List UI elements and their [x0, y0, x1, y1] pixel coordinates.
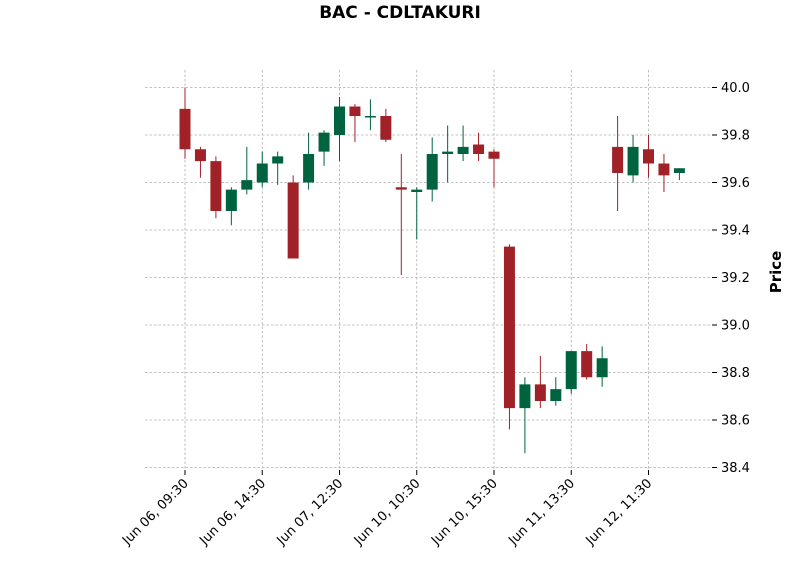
candle — [210, 156, 222, 219]
candle — [596, 346, 608, 387]
y-tick-label: 38.4 — [721, 461, 750, 476]
candle-body-down — [210, 161, 222, 211]
y-tick-label: 39.0 — [721, 319, 750, 334]
candle — [519, 377, 531, 454]
candle-body-up — [318, 132, 330, 152]
y-axis: 38.4 38.6 38.8 39.0 39.2 39.4 39.6 39.8 40.0 — [712, 81, 750, 476]
candle-body-down — [581, 351, 593, 378]
candle-body-up — [303, 154, 315, 183]
candle-body-up — [519, 384, 531, 409]
candle — [349, 104, 361, 143]
candle-body-up — [225, 189, 237, 211]
x-tick-label: Jun 06, 14:30 — [196, 476, 269, 549]
candle-body-down — [194, 149, 206, 162]
candle-body-down — [380, 116, 392, 140]
candle — [627, 135, 639, 183]
candle — [225, 187, 237, 226]
chart-title: BAC - CDLTAKURI — [319, 3, 481, 23]
grid-layer — [145, 70, 712, 470]
candle — [272, 151, 284, 185]
candle-body-down — [179, 108, 191, 150]
candle-body-down — [658, 163, 670, 176]
candle — [426, 137, 438, 202]
candle — [303, 132, 315, 190]
candle-body-up — [673, 168, 685, 173]
candle — [194, 146, 206, 178]
candle — [334, 97, 345, 162]
candle-body-down — [395, 187, 407, 190]
y-tick-label: 40.0 — [721, 81, 750, 96]
candle — [565, 351, 577, 394]
candle-body-up — [596, 358, 608, 378]
candle — [612, 116, 624, 211]
x-tick-label: Jun 10, 15:30 — [428, 476, 501, 549]
candle — [534, 355, 546, 409]
candle-body-up — [442, 151, 454, 154]
candle-body-up — [627, 146, 639, 176]
y-tick-label: 39.2 — [721, 271, 750, 286]
candle-body-down — [287, 182, 299, 259]
x-axis: Jun 06, 09:30 Jun 06, 14:30 Jun 07, 12:30 J… — [119, 470, 655, 549]
candle-body-down — [534, 384, 546, 401]
x-tick-label: Jun 12, 11:30 — [583, 476, 656, 549]
candle — [581, 344, 593, 380]
y-tick-label: 39.4 — [721, 224, 750, 239]
candle — [179, 87, 191, 159]
y-tick-label: 39.8 — [721, 129, 750, 144]
candle-body-up — [550, 389, 562, 401]
y-tick-label: 38.8 — [721, 366, 750, 381]
candle-body-down — [488, 151, 500, 159]
candle-body-up — [334, 106, 345, 135]
candle — [473, 132, 485, 162]
x-tick-label: Jun 10, 10:30 — [351, 476, 424, 549]
candle — [442, 125, 454, 183]
y-tick-label: 39.6 — [721, 176, 750, 191]
x-tick-label: Jun 06, 09:30 — [119, 476, 192, 549]
candle — [380, 108, 392, 143]
candle-body-up — [426, 154, 438, 190]
candle-layer — [179, 87, 685, 454]
candle-body-up — [272, 156, 284, 164]
candle-body-down — [349, 106, 361, 116]
candle — [287, 175, 299, 259]
candle — [395, 154, 407, 276]
candle-body-down — [473, 144, 485, 154]
candle — [256, 151, 268, 188]
y-axis-label: Price — [767, 251, 785, 294]
candle-body-down — [643, 149, 654, 164]
candle — [673, 168, 685, 181]
candle — [643, 135, 654, 178]
candle-body-up — [256, 163, 268, 183]
candle — [488, 149, 500, 188]
x-tick-label: Jun 07, 12:30 — [274, 476, 347, 549]
candle — [457, 125, 469, 162]
y-tick-label: 38.6 — [721, 414, 750, 429]
candle-body-up — [565, 351, 577, 390]
candle-body-up — [241, 180, 253, 190]
candle — [550, 377, 562, 406]
candle-body-down — [503, 246, 515, 409]
candle — [658, 154, 670, 192]
candle — [411, 187, 423, 240]
candle — [241, 146, 253, 195]
candle-body-up — [364, 116, 376, 118]
candle-body-down — [612, 146, 624, 173]
candle-body-up — [457, 146, 469, 154]
candle — [364, 99, 376, 131]
candle-body-up — [411, 189, 423, 192]
candle — [503, 244, 515, 430]
candle — [318, 130, 330, 166]
x-tick-label: Jun 11, 13:30 — [505, 476, 578, 549]
